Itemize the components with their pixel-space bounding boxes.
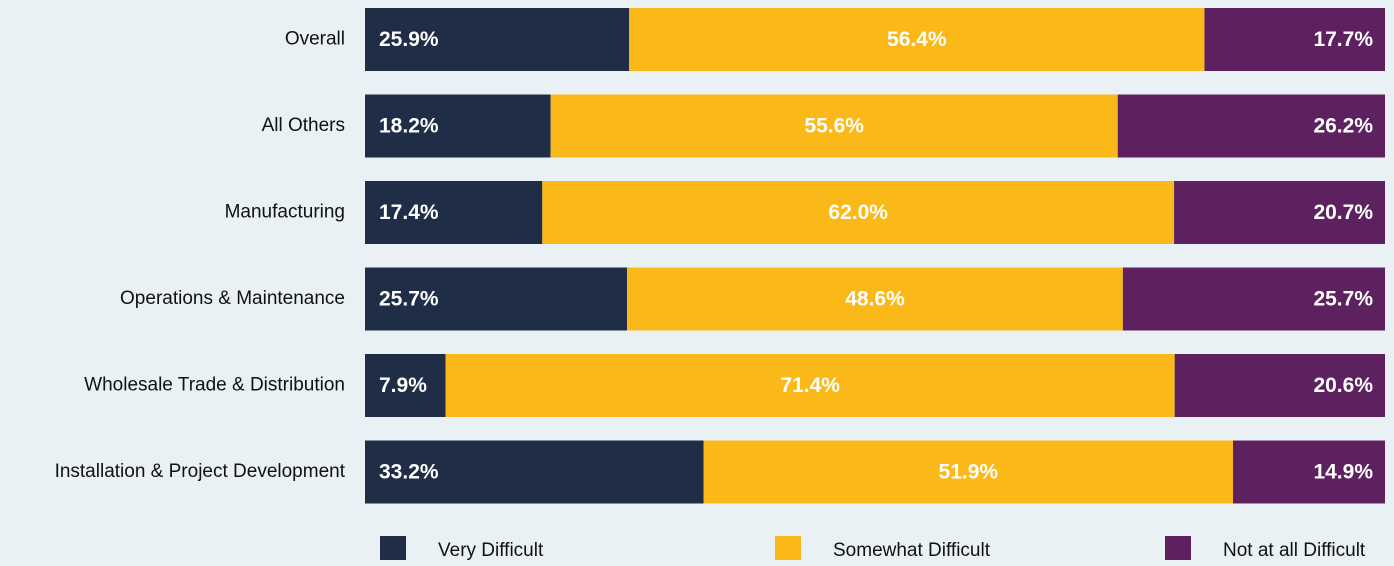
value-label: 17.7% [1313, 28, 1373, 51]
legend-label: Somewhat Difficult [833, 540, 991, 561]
legend-swatch [1165, 536, 1191, 560]
bar-segment [703, 440, 1234, 504]
value-label: 26.2% [1313, 115, 1373, 138]
bar-segment [1122, 267, 1385, 331]
bar-segment [365, 181, 543, 244]
value-label: 25.9% [379, 28, 439, 51]
bar-segment [365, 94, 551, 158]
category-label: Wholesale Trade & Distribution [84, 375, 345, 396]
bar-segment [542, 181, 1175, 244]
category-label: Manufacturing [225, 202, 345, 223]
value-label: 25.7% [1313, 288, 1373, 311]
legend-swatch [380, 536, 406, 560]
legend-label: Very Difficult [438, 540, 544, 561]
bar-segment [627, 267, 1123, 331]
bar-segment [1174, 181, 1385, 244]
value-label: 51.9% [939, 461, 999, 484]
bar-segment [550, 94, 1118, 158]
bar-segment [365, 267, 628, 331]
value-label: 48.6% [845, 288, 905, 311]
bar-segment [445, 354, 1175, 417]
bar-segment [1233, 440, 1385, 504]
legend-label: Not at all Difficult [1223, 540, 1366, 561]
bar-segment [629, 8, 1205, 71]
value-label: 71.4% [780, 374, 840, 397]
category-label: Operations & Maintenance [120, 288, 345, 309]
bar-segment [1174, 354, 1385, 417]
legend-swatch [775, 536, 801, 560]
bar-segment [1204, 8, 1385, 71]
bar-segment [365, 440, 704, 504]
value-label: 7.9% [379, 374, 427, 397]
category-label: All Others [262, 115, 345, 136]
bar-segment [365, 354, 446, 417]
category-label: Installation & Project Development [55, 461, 346, 482]
value-label: 20.7% [1313, 201, 1373, 224]
value-label: 14.9% [1313, 461, 1373, 484]
value-label: 20.6% [1313, 374, 1373, 397]
value-label: 62.0% [828, 201, 888, 224]
value-label: 33.2% [379, 461, 439, 484]
bar-segment [365, 8, 630, 71]
value-label: 18.2% [379, 115, 439, 138]
value-label: 17.4% [379, 201, 439, 224]
bar-segment [1117, 94, 1385, 158]
category-label: Overall [285, 29, 345, 50]
value-label: 56.4% [887, 28, 947, 51]
value-label: 55.6% [804, 115, 864, 138]
value-label: 25.7% [379, 288, 439, 311]
